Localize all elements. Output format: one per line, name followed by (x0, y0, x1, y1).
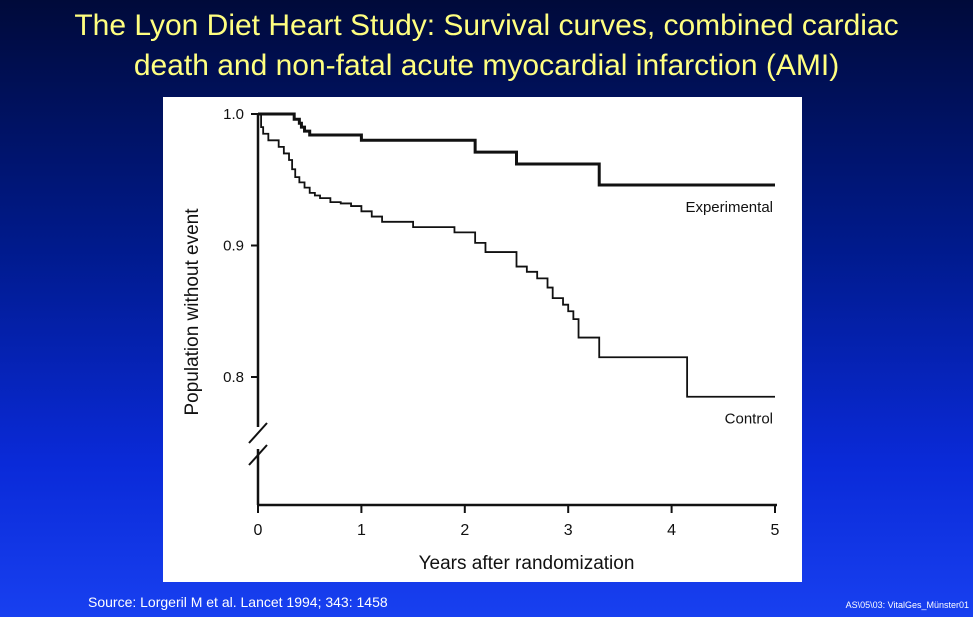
series-label-control: Control (725, 411, 773, 428)
y-tick-label: 1.0 (223, 106, 244, 123)
x-tick-label: 0 (254, 522, 263, 539)
slide-title-line-1: The Lyon Diet Heart Study: Survival curv… (74, 9, 899, 42)
y-tick-label: 0.9 (223, 238, 244, 255)
y-axis-break-mark (248, 444, 268, 466)
y-axis-title: Population without event (182, 208, 203, 416)
x-tick-label: 2 (460, 522, 469, 539)
slide-title-line-2: death and non-fatal acute myocardial inf… (133, 49, 840, 82)
y-tick-label: 0.8 (223, 369, 244, 386)
source-citation: Source: Lorgeril M et al. Lancet 1994; 3… (88, 594, 388, 610)
chart-axes (248, 113, 777, 513)
chart-panel: 0.8 0.9 1.0 0 1 2 3 4 5 Years after randomization… (163, 97, 802, 582)
x-tick-label: 3 (564, 522, 573, 539)
x-tick-label: 5 (771, 522, 780, 539)
x-axis-title: Years after randomization (419, 553, 635, 574)
series-line-experimental (258, 112, 775, 187)
survival-chart: 0.8 0.9 1.0 0 1 2 3 4 5 Years after randomization… (182, 106, 780, 574)
slide-reference: AS\05\03: VitalGes_Münster01 (845, 600, 969, 610)
chart-labels: 0.8 0.9 1.0 0 1 2 3 4 5 Years after randomization… (182, 106, 780, 574)
x-tick-label: 4 (667, 522, 676, 539)
series-label-experimental: Experimental (685, 199, 773, 216)
y-axis-break-mark (248, 422, 268, 444)
series-line-control (258, 113, 775, 398)
x-tick-label: 1 (357, 522, 366, 539)
slide-title: The Lyon Diet Heart Study: Survival curv… (0, 6, 973, 86)
chart-series (258, 112, 775, 398)
